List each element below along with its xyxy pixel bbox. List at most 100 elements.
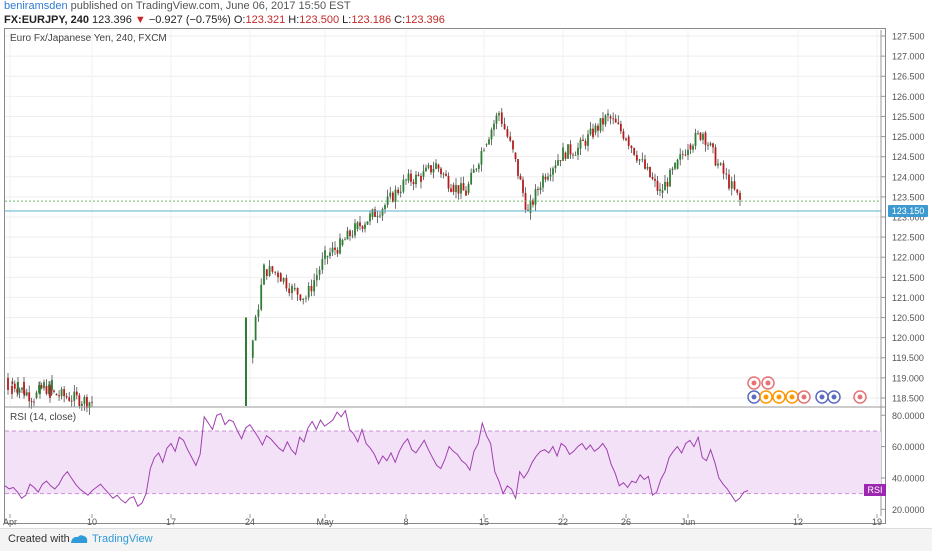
candle-body [18,389,21,393]
candle-body [346,230,349,240]
candle-body [427,165,430,168]
candle-body [697,132,699,134]
candle-body [594,125,597,133]
price-tick-label: 125.500 [892,112,925,122]
candle-body [549,174,552,177]
candle-body [86,397,88,408]
candle-body [371,209,374,217]
price-tick-label: 126.500 [892,72,925,82]
candle-body [285,277,288,289]
publish-info: beniramsden published on TradingView.com… [4,0,351,12]
price-tick-label: 119.500 [892,353,924,363]
candle-body [676,159,679,169]
author-link[interactable]: beniramsden [4,0,68,12]
candle-body [467,184,470,193]
candle-body [420,175,422,182]
candle-body [470,172,473,185]
price-tick-label: 127.500 [892,32,925,42]
candle-body [512,140,514,150]
time-tick-label: May [316,517,334,527]
last-price: 123.396 [92,14,132,26]
candle-body [462,183,465,191]
candle-body [638,159,641,161]
candle-body [609,116,612,119]
candle-body [577,147,579,156]
open-value: 123.321 [245,14,286,26]
candle-body [564,152,567,159]
candle-body [91,402,93,404]
candle-body [318,269,321,276]
candle-body [656,180,659,191]
candle-body [356,222,359,230]
candle-body [374,209,376,217]
candle-body [607,113,609,116]
candle-body [635,154,638,161]
candle-body [88,402,91,408]
candle-body [498,112,500,116]
candle-body [391,192,394,202]
candle-body [554,165,557,169]
candle-body [307,285,310,298]
high-label: H: [288,14,300,26]
candle-body [733,181,736,190]
candle-body [321,258,324,270]
time-tick-label: 22 [558,517,568,527]
candle-body [425,167,427,172]
candle-body [692,145,694,150]
candle-body [432,168,435,173]
candle-body [324,250,326,259]
candle-body [654,178,656,181]
candle-body [542,175,544,188]
current-price-badge-text: 123.150 [892,206,925,216]
candle-body [384,205,386,210]
candle-body [58,395,60,397]
candle-body [302,298,305,301]
price-pane: 127.500 127.000 126.500 126.000 125.500 125.0… [5,30,928,516]
candle-body [28,392,31,402]
event-marker-dot [831,394,837,400]
candle-body [361,226,364,229]
candle-body [689,144,692,150]
candle-body [310,285,313,292]
rsi-title: RSI (14, close) [10,412,76,423]
symbol-label[interactable]: FX:EURJPY, 240 [4,14,89,26]
candle-body [527,209,529,211]
candle-body [679,154,682,160]
candle-body [490,129,493,140]
event-marker-dot [751,394,757,400]
candle-body [344,239,346,241]
candle-body [21,387,23,390]
candle-body [38,385,40,393]
rsi-tick-label: 20.0000 [892,505,925,515]
candle-body [681,154,684,156]
candle-body [55,393,58,396]
price-tick-label: 118.500 [892,393,924,403]
tradingview-link[interactable]: TradingView [92,533,153,545]
time-axis: Apr 10 17 24 May 8 15 22 26 Jun 12 19 [3,514,882,527]
candle-body [422,171,425,177]
candle-body [402,179,405,192]
candle-body [674,162,676,169]
candle-body [376,216,379,218]
candle-body [53,390,55,392]
candle-body [712,143,714,148]
candle-body [349,230,351,236]
event-markers[interactable] [747,376,867,404]
candle-body [33,401,35,403]
candle-body [331,247,334,253]
candle-body [465,190,467,196]
candle-body [83,397,86,404]
candle-body [604,115,607,125]
candle-body [699,132,702,140]
candle-body [719,163,722,165]
candle-body [702,133,704,140]
candle-body [684,154,687,156]
candle-body [381,209,384,216]
current-price-badge: 123.150 [888,204,928,217]
candle-body [452,184,455,192]
candle-body [480,151,483,165]
candle-body [60,389,63,397]
chart-canvas[interactable]: 127.500 127.000 126.500 126.000 125.500 125.0… [0,0,932,528]
candle-body [274,271,277,273]
candle-body [562,147,564,161]
